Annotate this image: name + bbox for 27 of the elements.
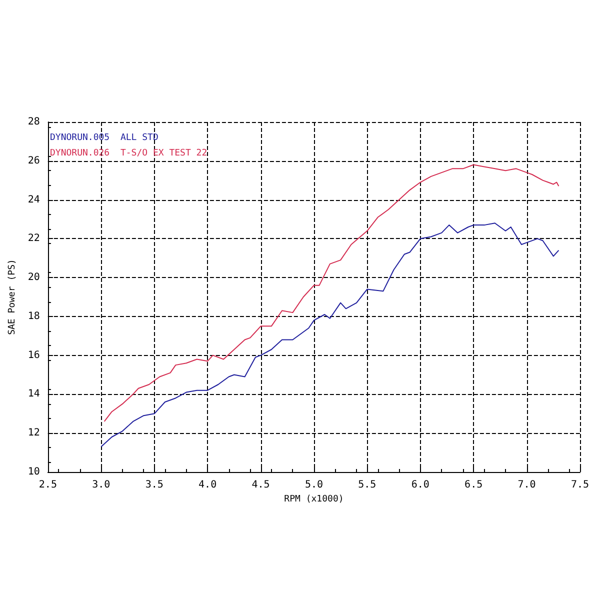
- y-tick-label: 16: [28, 350, 40, 361]
- y-tick-label: 14: [28, 388, 40, 400]
- x-tick-label: 6.5: [464, 480, 483, 490]
- y-tick-label: 22: [28, 233, 40, 244]
- text: DYNORUN.026 T-S/O EX TEST 22: [50, 148, 208, 158]
- y-tick-label: 28: [28, 116, 40, 128]
- y-tick-label: 18: [28, 310, 40, 322]
- y-tick-label: 12: [28, 428, 40, 439]
- line-series: [100, 222, 560, 448]
- x-tick-label: 6.0: [411, 480, 430, 490]
- y-axis-title: SAE Power (PS): [8, 259, 18, 335]
- x-tick-label: 7.0: [518, 480, 536, 490]
- y-tick-label: 10: [28, 466, 40, 478]
- line-series: [104, 164, 560, 422]
- x-tick-label: 5.5: [358, 480, 376, 490]
- x-tick-label: 7.5: [570, 480, 590, 490]
- x-tick-label: 5.0: [304, 480, 323, 490]
- y-tick-label: 24: [28, 194, 40, 206]
- x-tick-label: 4.5: [252, 480, 270, 490]
- y-tick-label: 26: [28, 155, 40, 166]
- text: DYNORUN.005 ALL STD: [50, 133, 158, 143]
- x-tick-label: 2.5: [38, 480, 57, 490]
- x-axis-title: RPM (x1000): [284, 494, 344, 504]
- x-tick-label: 4.0: [198, 480, 217, 490]
- x-tick-label: 3.5: [145, 480, 164, 490]
- x-tick-label: 3.0: [92, 480, 110, 490]
- y-tick-label: 20: [28, 272, 40, 284]
